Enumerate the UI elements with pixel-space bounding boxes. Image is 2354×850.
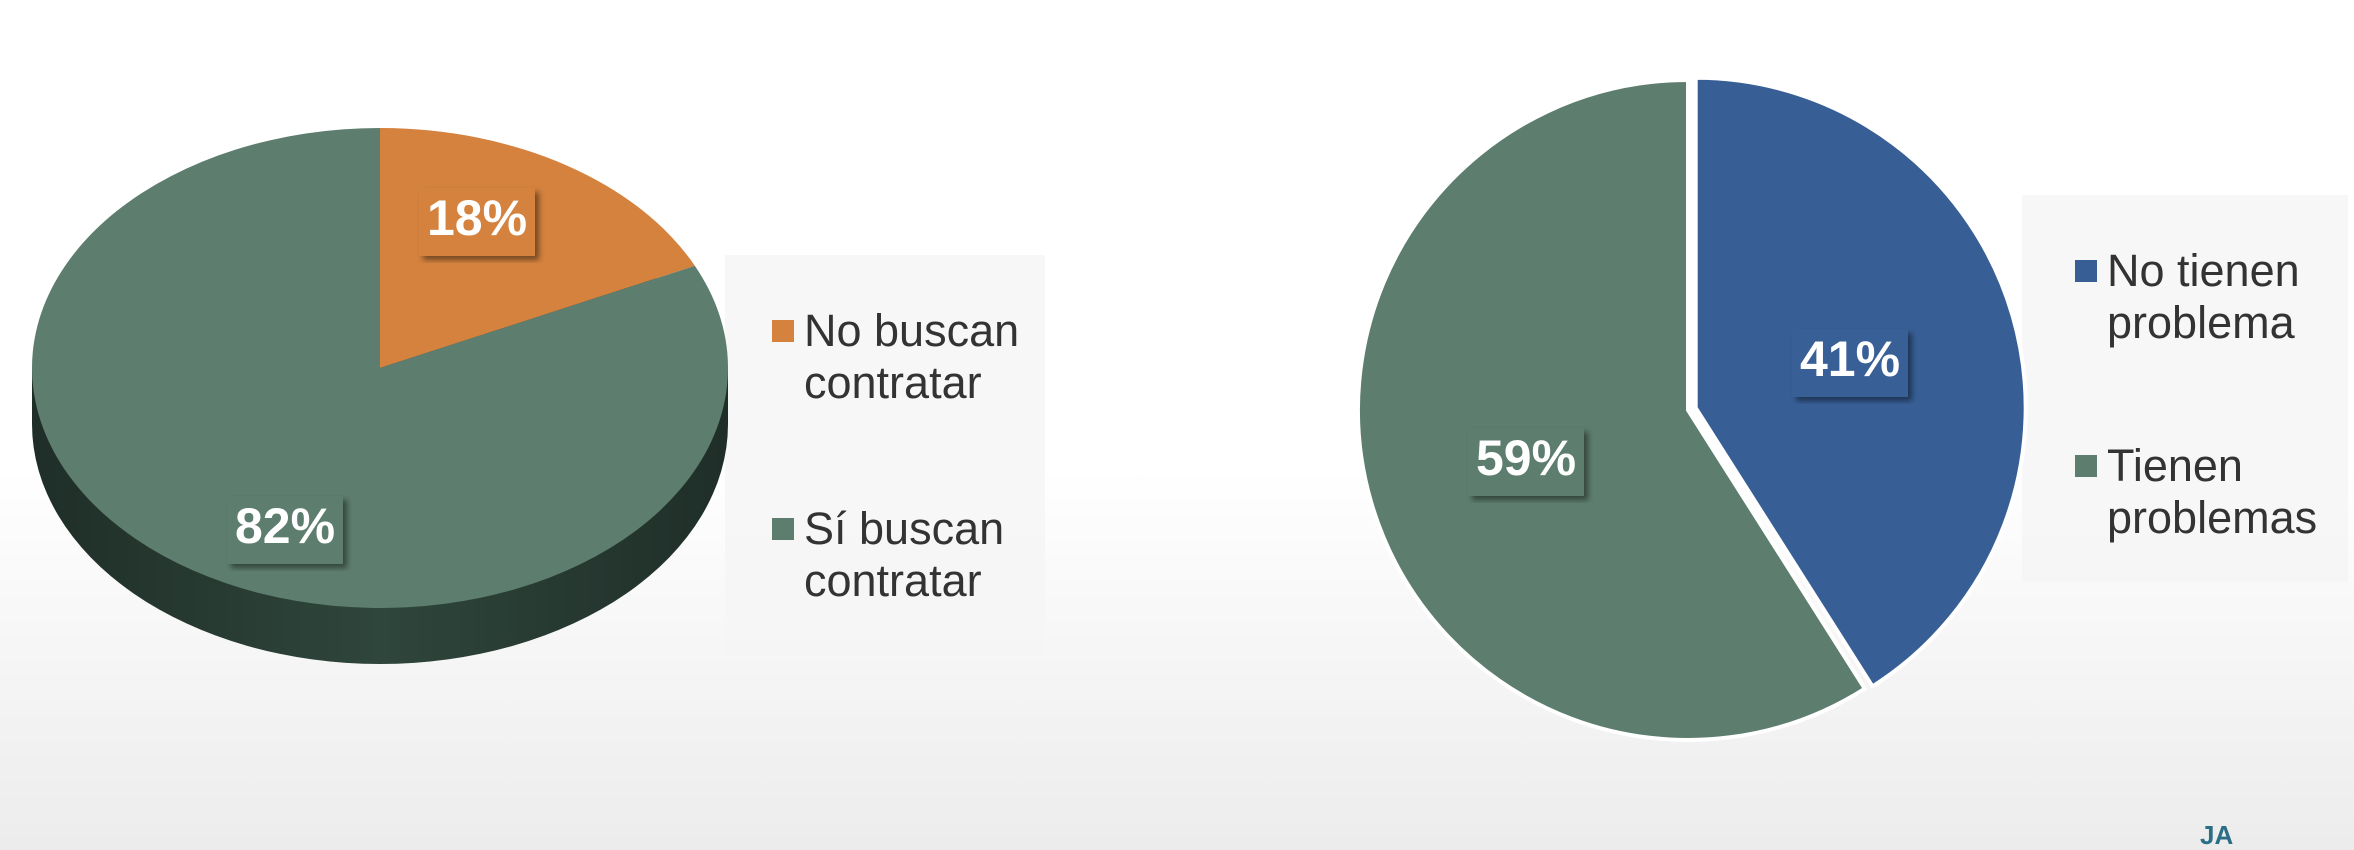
legend-swatch	[2075, 455, 2097, 477]
data-label: 41%	[1800, 331, 1900, 387]
legend-item: No buscan contratar	[772, 305, 1032, 409]
data-label-group: 59%	[1468, 428, 1584, 496]
data-label-box	[1792, 329, 1908, 397]
legend-bg	[2022, 195, 2348, 582]
data-label-group: 41%	[1792, 329, 1908, 397]
pie-slice	[31, 128, 728, 608]
data-label-group: 18%	[419, 188, 535, 256]
legend-swatch	[772, 518, 794, 540]
legend-item: No tienen problema	[2075, 245, 2335, 349]
data-label-group: 82%	[227, 496, 343, 564]
data-label: 59%	[1476, 430, 1576, 486]
pie-slice	[1356, 77, 1868, 742]
legend-item: Tienen problemas	[2075, 440, 2335, 544]
legend-label: Sí buscan contratar	[804, 503, 1005, 606]
data-label: 82%	[235, 498, 335, 554]
legend-label: Tienen problemas	[2107, 440, 2318, 543]
logo: JA	[2200, 820, 2234, 850]
data-label-box	[227, 496, 343, 564]
legend-label: No buscan contratar	[804, 305, 1020, 408]
data-label-box	[419, 188, 535, 256]
legend-label: No tienen problema	[2107, 245, 2300, 348]
legend-item: Sí buscan contratar	[772, 503, 1032, 607]
data-label-box	[1468, 428, 1584, 496]
legend-swatch	[2075, 260, 2097, 282]
data-label: 18%	[427, 190, 527, 246]
legend-swatch	[772, 320, 794, 342]
